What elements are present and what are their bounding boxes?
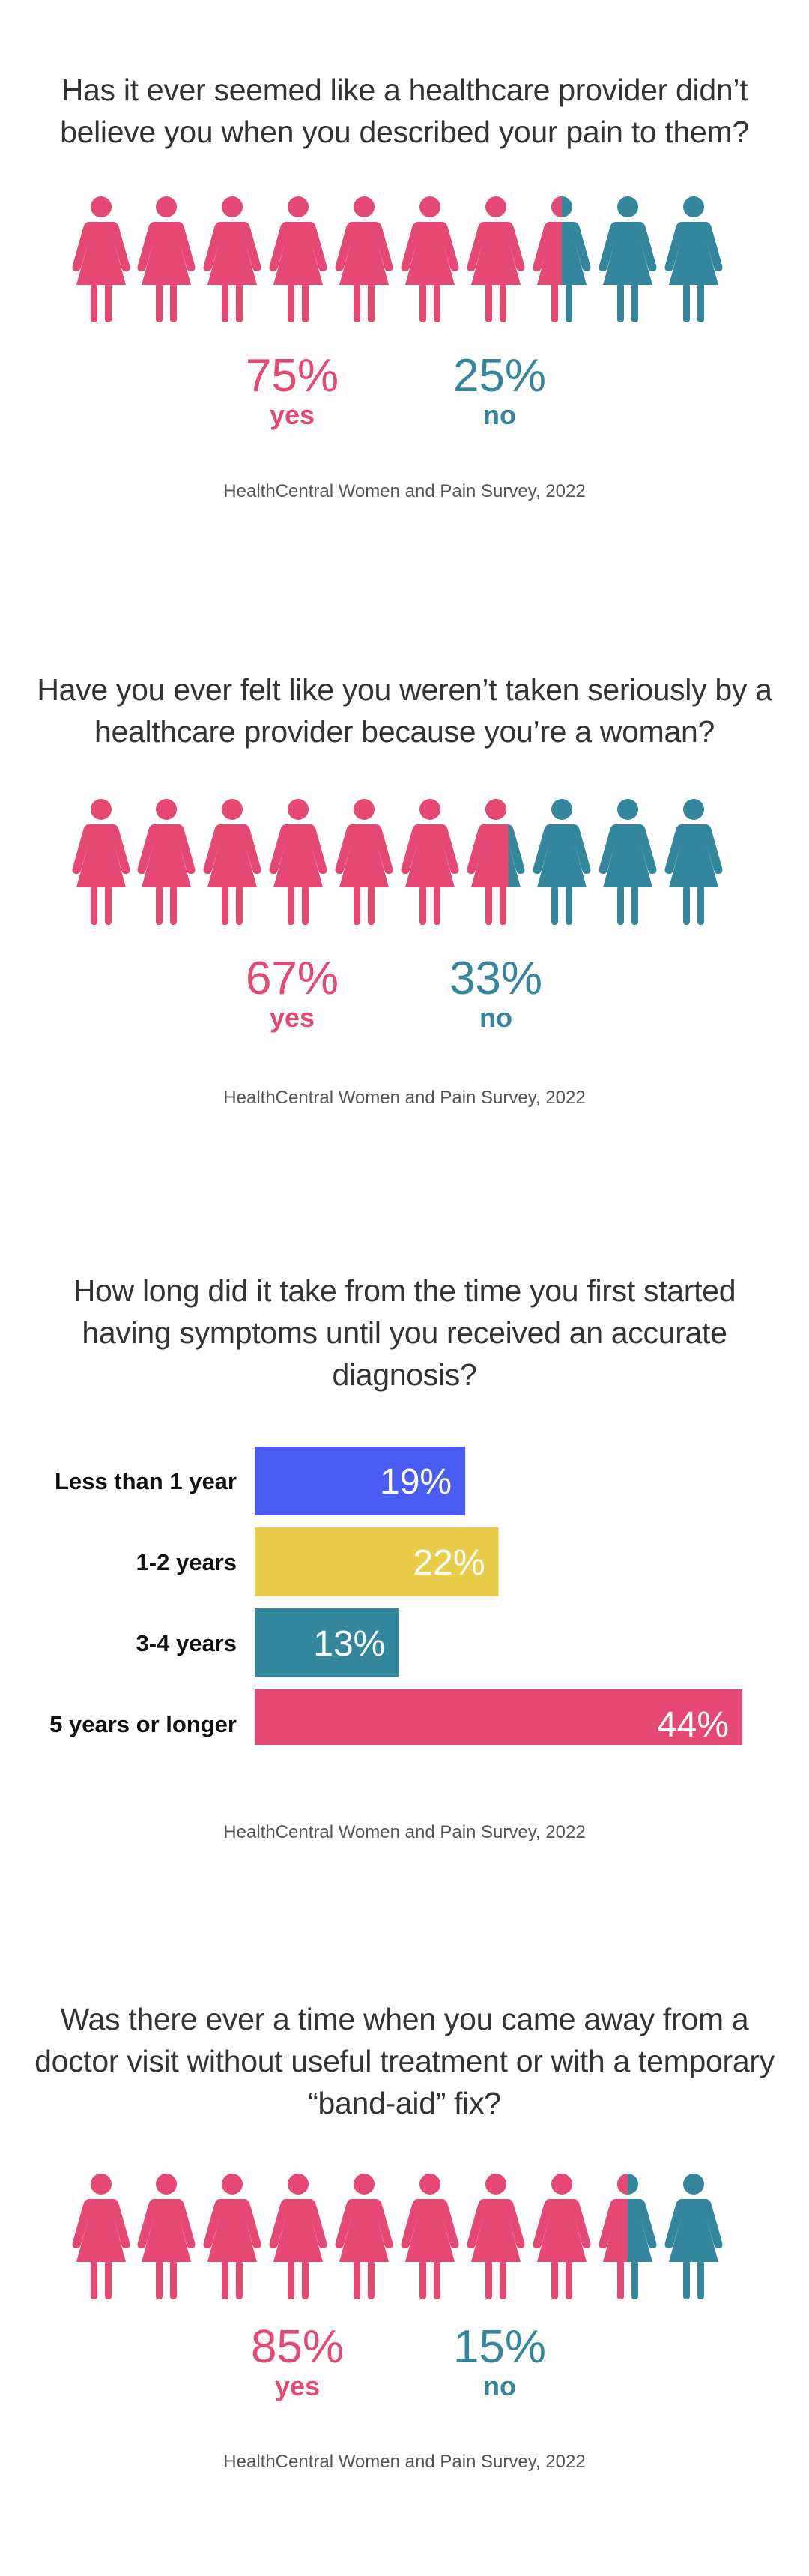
- woman-figure-icon: [533, 196, 591, 322]
- woman-figure-icon: [335, 799, 393, 925]
- question-4-line-2: doctor visit without useful treatment or…: [34, 2044, 775, 2078]
- yes-percent-4: 85%: [250, 2321, 345, 2373]
- source-1: HealthCentral Women and Pain Survey, 202…: [223, 481, 586, 501]
- question-1: Has it ever seemed like a healthcare pro…: [0, 69, 809, 153]
- woman-figure-icon: [203, 799, 261, 925]
- yes-stat-2: 67% yes: [217, 955, 367, 1033]
- question-4-line-1: Was there ever a time when you came away…: [60, 2002, 749, 2036]
- bar-category-label: 5 years or longer: [49, 1711, 237, 1737]
- question-1-line-1: Has it ever seemed like a healthcare pro…: [61, 73, 748, 107]
- no-percent-2: 33%: [449, 953, 543, 1004]
- no-percent-4: 15%: [452, 2321, 547, 2373]
- source-4: HealthCentral Women and Pain Survey, 202…: [223, 2452, 586, 2472]
- no-percent-1: 25%: [452, 350, 547, 402]
- woman-figure-icon: [664, 2174, 723, 2299]
- woman-figure-icon: [137, 799, 196, 925]
- bar-value-label: 13%: [313, 1624, 385, 1664]
- woman-figure-icon: [664, 799, 723, 925]
- question-1-line-2: believe you when you described your pain…: [60, 115, 749, 149]
- no-stat-2: 33% no: [421, 955, 571, 1033]
- woman-figure-icon: [72, 2174, 130, 2299]
- bar-2: [255, 1608, 399, 1677]
- woman-figure-icon: [533, 799, 591, 925]
- yes-label-2: yes: [269, 1002, 315, 1033]
- woman-figure-icon: [401, 799, 459, 925]
- bar-value-label: 22%: [413, 1543, 485, 1583]
- yes-stat-4: 85% yes: [222, 2323, 372, 2401]
- diagnosis-bar-chart: Less than 1 year 19% 1-2 years 22% 3-4 years…: [0, 1430, 809, 1745]
- woman-figure-icon: [599, 196, 657, 322]
- pictogram-svg: [72, 196, 723, 322]
- woman-figure-icon: [467, 2174, 525, 2299]
- question-4: Was there ever a time when you came away…: [0, 1998, 809, 2124]
- woman-figure-icon: [269, 196, 327, 322]
- woman-figure-icon: [203, 196, 261, 322]
- pictogram-4: [0, 2174, 809, 2302]
- no-label-1: no: [483, 399, 516, 430]
- no-stat-4: 15% no: [425, 2323, 575, 2401]
- pictogram-1: [0, 196, 809, 325]
- yes-label-1: yes: [269, 399, 315, 430]
- woman-figure-icon: [401, 196, 459, 322]
- woman-figure-icon: [467, 799, 525, 925]
- bar-value-label: 19%: [380, 1462, 452, 1502]
- question-3-line-1: How long did it take from the time you f…: [73, 1273, 736, 1308]
- question-2: Have you ever felt like you weren’t take…: [0, 669, 809, 752]
- bar-category-label: 1-2 years: [136, 1549, 237, 1575]
- pictogram-svg: [72, 2174, 723, 2299]
- bar-1: [255, 1527, 499, 1596]
- woman-figure-icon: [335, 2174, 393, 2299]
- yes-percent-2: 67%: [245, 953, 339, 1004]
- question-2-line-2: healthcare provider because you’re a wom…: [94, 714, 715, 749]
- source-3: HealthCentral Women and Pain Survey, 202…: [223, 1822, 586, 1842]
- question-3: How long did it take from the time you f…: [0, 1270, 809, 1396]
- question-3-line-2: having symptoms until you received an ac…: [82, 1315, 727, 1350]
- bar-value-label: 44%: [657, 1705, 729, 1745]
- woman-figure-icon: [203, 2174, 261, 2299]
- woman-figure-icon: [269, 799, 327, 925]
- no-stat-1: 25% no: [425, 352, 575, 430]
- question-3-line-3: diagnosis?: [332, 1357, 477, 1392]
- question-2-line-1: Have you ever felt like you weren’t take…: [37, 672, 772, 707]
- woman-figure-icon: [401, 2174, 459, 2299]
- yes-label-4: yes: [274, 2371, 321, 2401]
- bar-category-label: Less than 1 year: [55, 1468, 237, 1494]
- bar-chart-svg: Less than 1 year 19% 1-2 years 22% 3-4 years…: [49, 1447, 742, 1745]
- woman-figure-icon: [664, 196, 723, 322]
- woman-figure-icon: [137, 196, 196, 322]
- yes-percent-1: 75%: [245, 350, 339, 402]
- yes-stat-1: 75% yes: [217, 352, 367, 430]
- woman-figure-icon: [599, 799, 657, 925]
- no-label-2: no: [479, 1002, 512, 1033]
- source-2: HealthCentral Women and Pain Survey, 202…: [223, 1088, 586, 1108]
- pictogram-2: [0, 799, 809, 928]
- woman-figure-icon: [72, 196, 130, 322]
- pictogram-svg: [72, 799, 723, 925]
- woman-figure-icon: [72, 799, 130, 925]
- woman-figure-icon: [269, 2174, 327, 2299]
- no-label-4: no: [483, 2371, 516, 2401]
- woman-figure-icon: [533, 2174, 591, 2299]
- woman-figure-icon: [599, 2174, 657, 2299]
- woman-figure-icon: [335, 196, 393, 322]
- bar-category-label: 3-4 years: [136, 1630, 237, 1656]
- bar-0: [255, 1447, 466, 1515]
- question-4-line-3: “band-aid” fix?: [308, 2086, 501, 2120]
- woman-figure-icon: [137, 2174, 196, 2299]
- woman-figure-icon: [467, 196, 525, 322]
- bar-3: [255, 1689, 742, 1745]
